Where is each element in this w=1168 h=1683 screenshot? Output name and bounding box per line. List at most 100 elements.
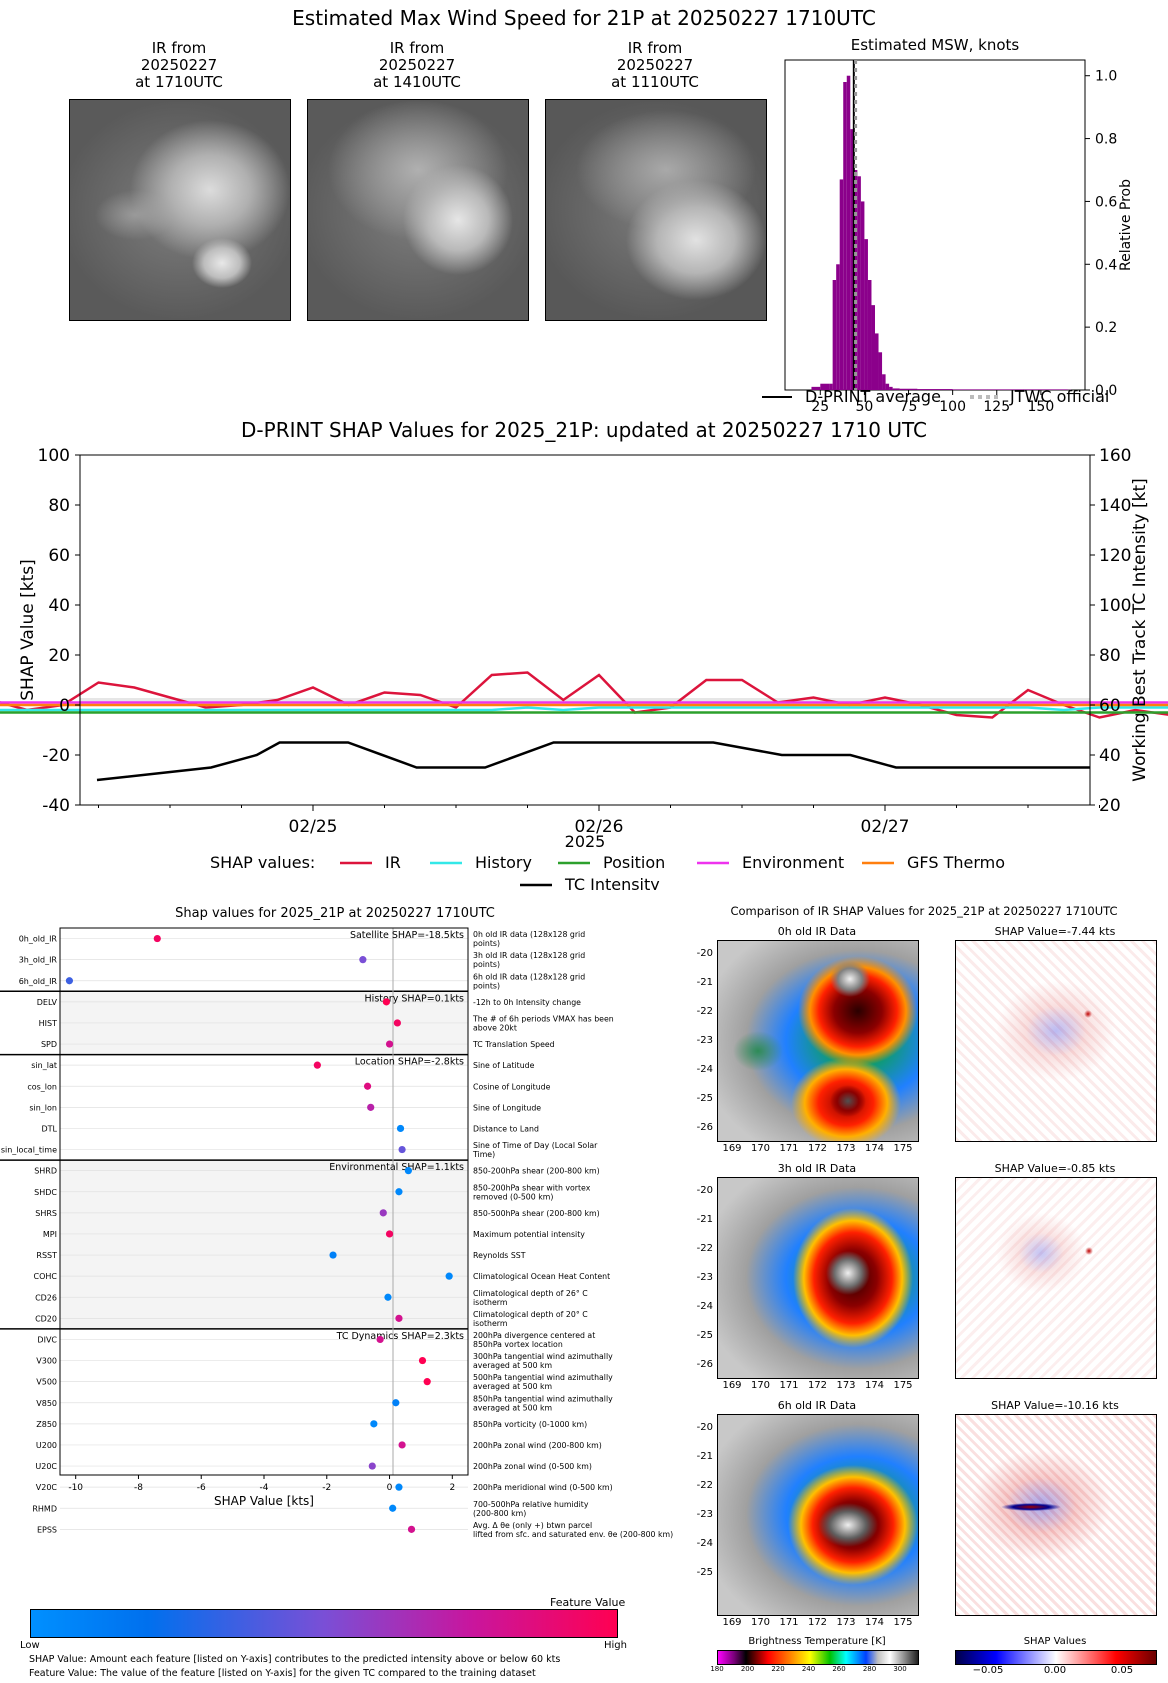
feature-description: 200hPa zonal wind (0-500 km) bbox=[473, 1462, 592, 1471]
feature-xtick-label: -2 bbox=[322, 1483, 331, 1493]
legend-label: Environment bbox=[742, 853, 844, 872]
group-label: Location SHAP=-2.8kts bbox=[355, 1057, 464, 1068]
xtick-label: 02/27 bbox=[861, 817, 910, 837]
group-label: Environmental SHAP=1.1kts bbox=[329, 1162, 464, 1173]
feature-name: U200 bbox=[36, 1441, 57, 1450]
feature-shap-point bbox=[395, 1483, 403, 1491]
feature-description: 850-500hPa shear (200-800 km) bbox=[473, 1209, 600, 1218]
msw-bar bbox=[1058, 389, 1068, 390]
msw-ytick-label: 0.6 bbox=[1095, 194, 1117, 210]
lat-tick-label: -20 bbox=[696, 1185, 713, 1196]
lon-tick-label: 173 bbox=[836, 1143, 856, 1154]
ir-panel-label-line: at 1410UTC bbox=[373, 73, 461, 91]
feature-description: Climatological depth of 20° C bbox=[473, 1310, 588, 1319]
feature-shap-point bbox=[407, 1525, 416, 1533]
feature-name: V500 bbox=[36, 1378, 57, 1387]
ir-panel-label-line: IR from bbox=[627, 39, 683, 57]
feature-plot-title: Shap values for 2025_21P at 20250227 171… bbox=[175, 906, 495, 921]
feature-name: DELV bbox=[37, 998, 58, 1007]
msw-bar bbox=[853, 170, 858, 390]
msw-bar bbox=[860, 201, 865, 390]
lon-tick-label: 169 bbox=[722, 1617, 742, 1628]
msw-bar bbox=[885, 383, 890, 390]
msw-bar bbox=[892, 388, 900, 390]
timeseries-title: D-PRINT SHAP Values for 2025_21P: update… bbox=[241, 420, 927, 442]
feature-group-band bbox=[60, 1160, 468, 1329]
legend-title: SHAP values: bbox=[210, 853, 315, 872]
lat-tick-label: -20 bbox=[696, 1422, 713, 1433]
feature-shap-point bbox=[398, 1441, 406, 1449]
bt-tick-label: 220 bbox=[771, 1665, 785, 1673]
feature-shap-point bbox=[385, 1040, 394, 1048]
xtick-label: 02/26 bbox=[575, 817, 624, 837]
lat-tick-label: -23 bbox=[696, 1035, 713, 1046]
feature-description: 200hPa divergence centered at bbox=[473, 1331, 595, 1340]
lon-tick-label: 171 bbox=[779, 1617, 799, 1628]
feature-description: -12h to 0h Intensity change bbox=[473, 998, 581, 1007]
lat-tick-label: -20 bbox=[696, 948, 713, 959]
lat-tick-label: -21 bbox=[696, 1451, 713, 1462]
msw-bar bbox=[867, 280, 872, 390]
feature-value-colorbar bbox=[30, 1609, 618, 1638]
lon-tick-label: 174 bbox=[864, 1143, 885, 1154]
feature-description: 850hPa vortex location bbox=[473, 1340, 563, 1349]
page-title: Estimated Max Wind Speed for 21P at 2025… bbox=[292, 6, 876, 30]
feature-shap-point bbox=[367, 1103, 375, 1111]
feature-shap-point bbox=[368, 1462, 376, 1470]
bt-colorbar bbox=[717, 1650, 919, 1665]
feature-description: 0h old IR data (128x128 grid bbox=[473, 930, 585, 939]
lat-tick-label: -22 bbox=[696, 1480, 713, 1491]
lat-tick-label: -25 bbox=[696, 1093, 713, 1104]
lon-tick-label: 172 bbox=[807, 1143, 828, 1154]
feature-shap-point bbox=[385, 1230, 394, 1238]
ir-brightness-map bbox=[717, 940, 919, 1142]
group-label: History SHAP=0.1kts bbox=[365, 993, 465, 1004]
feature-description: averaged at 500 km bbox=[473, 1382, 552, 1391]
msw-title: Estimated MSW, knots bbox=[851, 36, 1020, 54]
lat-tick-label: -21 bbox=[696, 977, 713, 988]
feature-name: SHRS bbox=[35, 1209, 57, 1218]
legend-label: IR bbox=[385, 853, 401, 872]
bt-tick-label: 260 bbox=[832, 1665, 846, 1673]
feature-description: Reynolds SST bbox=[473, 1251, 526, 1260]
legend-label: TC Intensity bbox=[564, 875, 660, 890]
colorbar-high: High bbox=[604, 1640, 627, 1651]
lat-tick-label: -21 bbox=[696, 1214, 713, 1225]
feature-description: averaged at 500 km bbox=[473, 1403, 552, 1412]
feature-shap-point bbox=[395, 1314, 403, 1322]
msw-ytick-label: 0.4 bbox=[1095, 257, 1117, 273]
feature-description: isotherm bbox=[473, 1319, 507, 1328]
feature-shap-point bbox=[404, 1167, 412, 1175]
feature-shap-point bbox=[153, 934, 161, 943]
legend-label: Position bbox=[603, 853, 665, 872]
msw-bar bbox=[850, 129, 854, 390]
feature-name: HIST bbox=[39, 1019, 57, 1028]
feature-description: 700-500hPa relative humidity bbox=[473, 1500, 589, 1509]
lon-tick-label: 174 bbox=[864, 1380, 885, 1391]
feature-shap-point bbox=[379, 1209, 387, 1217]
msw-bar bbox=[832, 280, 837, 390]
msw-xtick-label: 150 bbox=[1028, 399, 1055, 415]
xtick-label: 02/25 bbox=[289, 817, 338, 837]
msw-ytick-label: 0.0 bbox=[1095, 383, 1117, 399]
ytick-label: 20 bbox=[48, 646, 70, 666]
legend-dprint-label: D-PRINT average bbox=[805, 387, 941, 406]
feature-description: Time) bbox=[472, 1150, 495, 1159]
feature-description: 3h old IR data (128x128 grid bbox=[473, 951, 585, 960]
ir-panel-label-line: 20250227 bbox=[616, 56, 694, 74]
feature-description: averaged at 500 km bbox=[473, 1361, 552, 1370]
feature-name: sin_lon bbox=[29, 1103, 57, 1112]
legend-jtwc-label: JTWC official bbox=[1009, 387, 1109, 406]
ir-map-title: 0h old IR Data bbox=[777, 925, 857, 938]
ir-panel-label-line: 20250227 bbox=[140, 56, 218, 74]
feature-shap-point bbox=[65, 977, 74, 985]
msw-xtick-label: 75 bbox=[900, 399, 918, 415]
lat-tick-label: -22 bbox=[696, 1243, 713, 1254]
bt-tick-label: 280 bbox=[862, 1665, 877, 1673]
feature-xtick-label: 0 bbox=[387, 1483, 393, 1493]
feature-shap-point bbox=[370, 1420, 378, 1428]
msw-ytick-label: 0.8 bbox=[1095, 132, 1117, 148]
msw-bar bbox=[899, 388, 909, 390]
feature-description: lifted from sfc. and saturated env. θe (… bbox=[473, 1530, 673, 1539]
feature-description: above 20kt bbox=[473, 1023, 517, 1032]
